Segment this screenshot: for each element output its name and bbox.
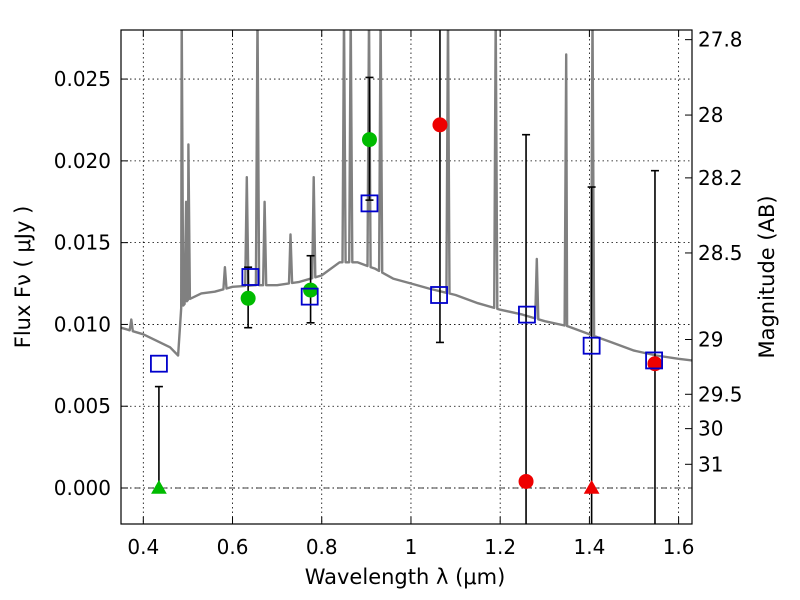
model-points <box>150 194 663 373</box>
y2-tick-label: 31 <box>698 452 723 476</box>
model-flux-square <box>300 287 319 306</box>
y2-tick-label: 28.2 <box>698 166 743 190</box>
y2-tick-label: 28 <box>698 103 723 127</box>
model-flux-square <box>518 305 536 324</box>
model-flux-square <box>241 268 260 286</box>
model-flux-square <box>430 286 448 304</box>
x-tick-label: 0.8 <box>306 535 338 559</box>
observed-flux-point <box>303 282 319 298</box>
y-tick-label: 0.015 <box>54 231 111 255</box>
y2-tick-label: 29.5 <box>698 382 743 406</box>
plot-frame <box>120 29 693 525</box>
y2-tick-label: 28.5 <box>698 241 743 265</box>
y-tick-label: 0.005 <box>54 394 111 418</box>
observed-flux-point <box>518 473 534 489</box>
y2-tick-label: 29 <box>698 327 723 351</box>
y-tick-label: 0.025 <box>54 67 111 91</box>
spectrum <box>121 30 692 362</box>
x-axis-label: Wavelength λ (μm) <box>305 565 506 589</box>
x-tick-label: 0.6 <box>217 535 249 559</box>
observed-flux-point <box>432 117 448 133</box>
axis-ticks: 0.4 0.6 0.8 1 1.2 1.4 1.6 0.000 0.005 0.010 0.015 0… <box>54 28 743 559</box>
observed-flux-point <box>240 290 256 306</box>
x-tick-label: 1.6 <box>663 535 695 559</box>
y2-tick-label: 30 <box>698 417 723 441</box>
y-tick-label: 0.020 <box>54 149 111 173</box>
y-tick-label: 0.010 <box>54 312 111 336</box>
model-flux-square <box>645 351 663 370</box>
spectrum-line <box>121 30 692 362</box>
x-tick-label: 1.4 <box>573 535 605 559</box>
y-axis-label: Flux Fν ( μJy ) <box>11 206 35 349</box>
observed-flux-point <box>647 356 663 372</box>
upper-limit-triangle <box>151 480 167 494</box>
y-tick-label: 0.000 <box>54 476 111 500</box>
x-tick-label: 1.2 <box>484 535 516 559</box>
model-flux-square <box>150 354 168 373</box>
observed-points <box>151 117 663 494</box>
model-flux-square <box>360 194 379 213</box>
upper-limit-triangle <box>583 480 600 494</box>
model-flux-square <box>582 336 601 355</box>
y2-axis-label: Magnitude (AB) <box>755 195 779 358</box>
x-tick-label: 1 <box>405 535 418 559</box>
observed-flux-point <box>361 132 377 148</box>
y2-tick-label: 27.8 <box>698 28 743 52</box>
x-tick-label: 0.4 <box>127 535 159 559</box>
